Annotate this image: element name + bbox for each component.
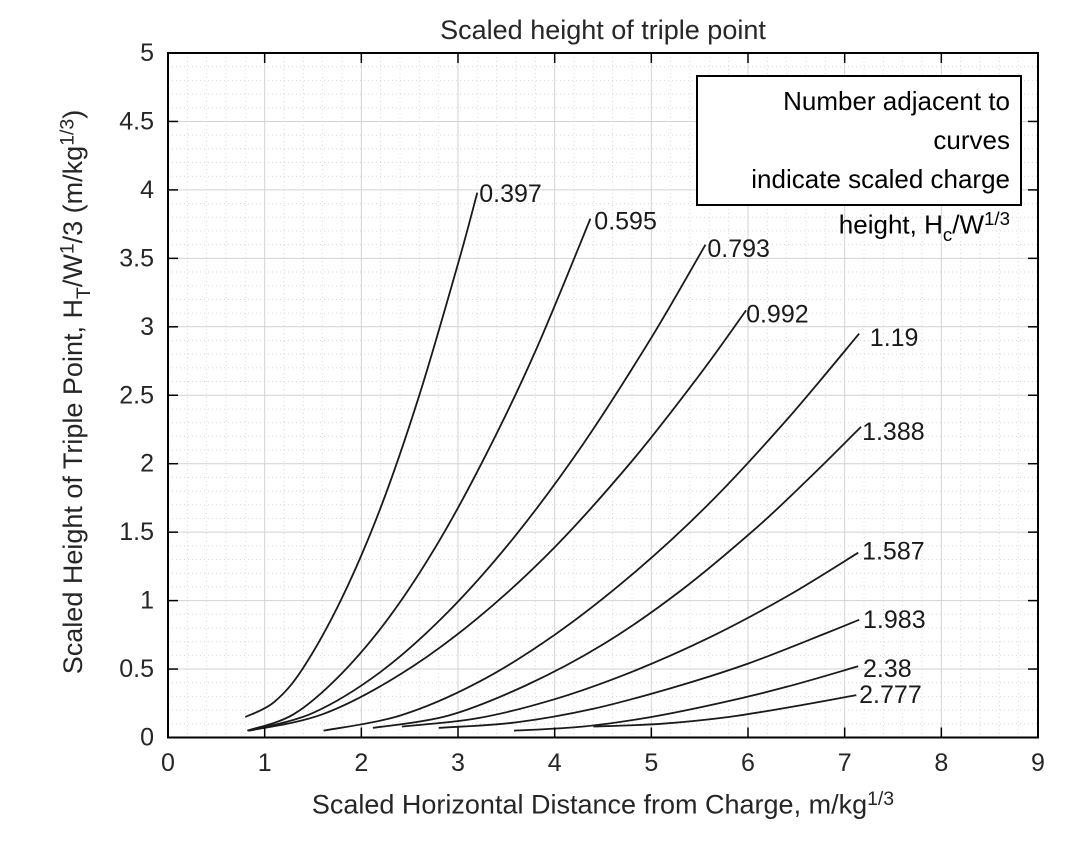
x-tick-label: 6 <box>741 749 755 777</box>
curve-labels: 0.397 0.595 0.793 0.992 1.19 1.388 1.587 1.983 2… <box>479 180 925 709</box>
curve-label-1.587: 1.587 <box>862 537 925 565</box>
note-line-1: Number adjacent to curves <box>783 86 1010 155</box>
curve-label-1.983: 1.983 <box>863 606 926 634</box>
note-line-2: indicate scaled charge <box>751 164 1010 194</box>
curve-0.992 <box>248 309 747 732</box>
note-line-3: height, Hc/W1/3 <box>838 208 1010 245</box>
curve-label-1.19: 1.19 <box>870 324 919 352</box>
curve-2.777 <box>593 694 857 728</box>
curve-label-0.595: 0.595 <box>594 207 657 235</box>
x-tick-label: 5 <box>644 749 658 777</box>
x-tick-labels: 0 1 2 3 4 5 6 7 8 9 <box>161 749 1045 777</box>
y-tick-label: 3.5 <box>119 244 154 272</box>
y-tick-label: 2 <box>140 450 154 478</box>
y-tick-label: 4.5 <box>119 107 154 135</box>
plot-box <box>167 52 1039 739</box>
curve-1.983 <box>438 618 860 729</box>
x-tick-label: 3 <box>451 749 465 777</box>
curves <box>244 192 862 732</box>
y-tick-label: 1.5 <box>119 518 154 546</box>
y-tick-label: 0 <box>140 724 154 752</box>
y-tick-label: 4 <box>140 176 154 204</box>
curve-label-0.397: 0.397 <box>479 180 542 208</box>
y-tick-label: 0.5 <box>119 655 154 683</box>
curve-label-0.992: 0.992 <box>746 300 809 328</box>
chart-title: Scaled height of triple point <box>440 15 766 45</box>
curve-1.388 <box>372 426 862 729</box>
x-tick-label: 2 <box>354 749 368 777</box>
note-box: Number adjacent to curves indicate scale… <box>696 75 1022 245</box>
x-tick-label: 8 <box>934 749 948 777</box>
axis-ticks <box>168 53 1038 738</box>
y-tick-label: 3 <box>140 313 154 341</box>
curve-2.38 <box>514 665 859 732</box>
curve-0.397 <box>244 192 479 718</box>
y-tick-label: 1 <box>140 587 154 615</box>
y-tick-labels: 0 0.5 1 1.5 2 2.5 3 3.5 4 4.5 5 <box>119 39 154 752</box>
x-tick-label: 1 <box>258 749 272 777</box>
x-tick-label: 7 <box>838 749 852 777</box>
curve-label-0.793: 0.793 <box>707 235 770 263</box>
curve-label-1.388: 1.388 <box>862 418 925 446</box>
curve-0.595 <box>246 218 592 732</box>
y-tick-label: 2.5 <box>119 381 154 409</box>
x-axis-label: Scaled Horizontal Distance from Charge, … <box>311 788 895 820</box>
curve-0.793 <box>247 244 707 732</box>
curve-label-2.38: 2.38 <box>863 655 912 683</box>
curve-label-2.777: 2.777 <box>859 681 922 709</box>
curve-1.19 <box>323 333 860 732</box>
y-axis-label: Scaled Height of Triple Point, HT/W1/3 (… <box>56 109 95 675</box>
x-tick-label: 4 <box>548 749 562 777</box>
grid-major <box>168 53 1038 738</box>
x-tick-label: 9 <box>1031 749 1045 777</box>
x-tick-label: 0 <box>161 749 175 777</box>
curve-1.587 <box>401 551 859 728</box>
y-tick-label: 5 <box>140 39 154 67</box>
